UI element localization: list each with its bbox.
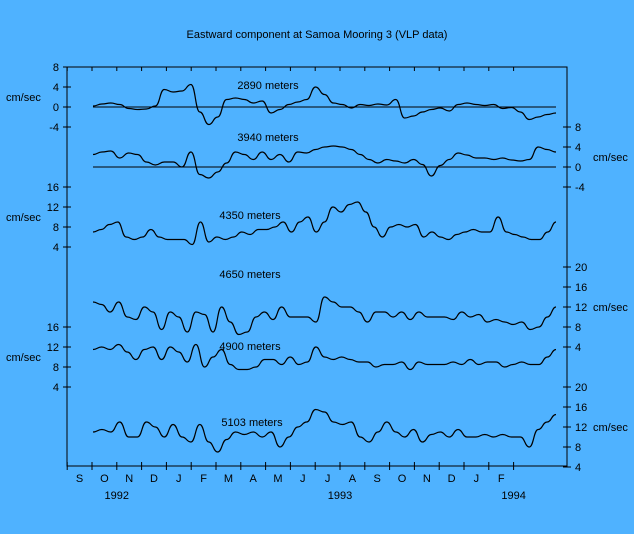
- series-label: 5103 meters: [221, 417, 283, 429]
- x-tick-label: F: [498, 473, 505, 485]
- y-tick-label: -4: [575, 182, 585, 194]
- y-tick-label: -4: [49, 122, 59, 134]
- y-tick-label: 4: [575, 462, 581, 474]
- x-tick-label: M: [224, 473, 233, 485]
- year-label: 1994: [501, 490, 525, 502]
- y-axis-unit-label: cm/sec: [593, 302, 628, 314]
- y-tick-label: 8: [53, 362, 59, 374]
- series-line-4900-meters: [92, 343, 557, 371]
- y-tick-label: 20: [575, 382, 587, 394]
- x-tick-label: A: [250, 473, 258, 485]
- series-line-4650-meters: [92, 296, 557, 336]
- y-tick-label: 12: [47, 342, 59, 354]
- series-line-4350-meters: [92, 201, 557, 246]
- series-label: 2890 meters: [237, 80, 299, 92]
- chart-title: Eastward component at Samoa Mooring 3 (V…: [187, 29, 448, 41]
- series-line-3940-meters: [92, 145, 557, 179]
- x-tick-label: J: [176, 473, 182, 485]
- y-axis-unit-label: cm/sec: [593, 422, 628, 434]
- y-tick-label: 8: [53, 62, 59, 74]
- x-tick-label: N: [423, 473, 431, 485]
- y-tick-label: 4: [53, 82, 59, 94]
- year-label: 1992: [105, 490, 129, 502]
- x-tick-label: J: [300, 473, 306, 485]
- x-tick-label: F: [200, 473, 207, 485]
- y-tick-label: 8: [575, 442, 581, 454]
- series-line-2890-meters: [92, 83, 557, 126]
- x-tick-label: D: [448, 473, 456, 485]
- y-tick-label: 16: [47, 182, 59, 194]
- y-tick-label: 16: [575, 402, 587, 414]
- y-tick-label: 8: [575, 322, 581, 334]
- year-label: 1993: [328, 490, 352, 502]
- y-tick-label: 0: [53, 102, 59, 114]
- x-tick-label: A: [349, 473, 357, 485]
- series-line-5103-meters: [92, 408, 557, 453]
- x-tick-label: D: [150, 473, 158, 485]
- y-tick-label: 20: [575, 262, 587, 274]
- y-tick-label: 16: [47, 322, 59, 334]
- x-tick-label: M: [273, 473, 282, 485]
- y-tick-label: 4: [53, 242, 59, 254]
- y-tick-label: 12: [575, 422, 587, 434]
- y-axis-unit-label: cm/sec: [6, 92, 41, 104]
- y-tick-label: 12: [575, 302, 587, 314]
- plot-frame-top: [66, 66, 568, 467]
- x-tick-label: S: [76, 473, 83, 485]
- y-tick-label: 0: [575, 162, 581, 174]
- y-tick-label: 4: [575, 142, 581, 154]
- series-label: 4650 meters: [219, 269, 281, 281]
- y-tick-label: 16: [575, 282, 587, 294]
- y-tick-label: 12: [47, 202, 59, 214]
- x-tick-label: O: [398, 473, 407, 485]
- y-tick-label: 4: [575, 342, 581, 354]
- y-axis-unit-label: cm/sec: [6, 352, 41, 364]
- x-tick-label: J: [474, 473, 480, 485]
- x-tick-label: S: [374, 473, 381, 485]
- x-tick-label: O: [100, 473, 109, 485]
- y-tick-label: 8: [575, 122, 581, 134]
- y-tick-label: 4: [53, 382, 59, 394]
- x-tick-label: J: [325, 473, 331, 485]
- y-tick-label: 8: [53, 222, 59, 234]
- x-tick-label: N: [125, 473, 133, 485]
- series-label: 3940 meters: [237, 132, 299, 144]
- series-label: 4350 meters: [219, 210, 281, 222]
- y-axis-unit-label: cm/sec: [593, 152, 628, 164]
- series-label: 4900 meters: [219, 341, 281, 353]
- y-axis-unit-label: cm/sec: [6, 212, 41, 224]
